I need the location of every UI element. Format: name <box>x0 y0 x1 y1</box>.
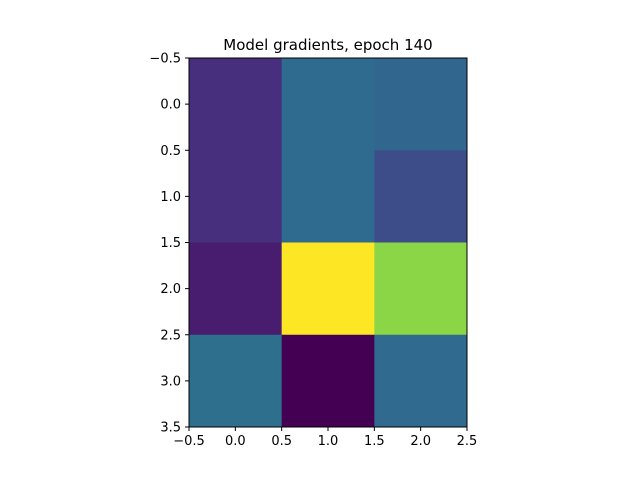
y-tick-label: 3.5 <box>160 421 181 436</box>
heatmap-cell-r2-c1 <box>281 242 375 336</box>
y-tick-label: 3.0 <box>160 374 181 389</box>
heatmap-cell-r2-c2 <box>374 242 468 336</box>
heatmap-cell-r3-c1 <box>281 334 375 428</box>
heatmap-cell-r3-c0 <box>189 334 283 428</box>
y-tick-label: 0.0 <box>160 98 181 113</box>
y-tick-label: 2.5 <box>160 328 181 343</box>
heatmap-cell-r0-c0 <box>189 58 283 151</box>
y-tick-label: 1.5 <box>160 236 181 251</box>
x-tick-label: 1.0 <box>318 434 339 449</box>
x-tick-label: −0.5 <box>173 434 205 449</box>
chart-title: Model gradients, epoch 140 <box>223 36 432 54</box>
heatmap-cell-r0-c2 <box>374 58 468 151</box>
x-tick-label: 2.0 <box>410 434 431 449</box>
x-axis: −0.5 0.0 0.5 1.0 1.5 2.0 2.5 <box>173 427 477 449</box>
x-tick-label: 0.0 <box>225 434 246 449</box>
x-tick-label: 2.5 <box>457 434 478 449</box>
x-tick-label: 0.5 <box>271 434 292 449</box>
y-axis: −0.5 0.0 0.5 1.0 1.5 2.0 2.5 3.0 3.5 <box>149 52 189 436</box>
heatmap-cell-r0-c1 <box>281 58 375 151</box>
heatmap-cell-r1-c2 <box>374 150 468 243</box>
heatmap-cell-r2-c0 <box>189 242 283 336</box>
heatmap-cell-r1-c1 <box>281 150 375 243</box>
heatmap-cell-r1-c0 <box>189 150 283 243</box>
heatmap-cell-r3-c2 <box>374 334 468 428</box>
y-tick-label: −0.5 <box>149 52 181 67</box>
y-tick-label: 1.0 <box>160 190 181 205</box>
y-tick-label: 2.0 <box>160 282 181 297</box>
y-tick-label: 0.5 <box>160 144 181 159</box>
heatmap-cells <box>189 58 468 428</box>
x-tick-label: 1.5 <box>364 434 385 449</box>
